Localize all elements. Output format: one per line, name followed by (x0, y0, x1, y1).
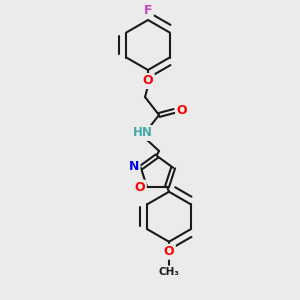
Text: HN: HN (133, 127, 153, 140)
Text: O: O (177, 104, 187, 118)
Text: O: O (164, 245, 174, 258)
Text: N: N (129, 160, 139, 173)
Text: O: O (135, 181, 145, 194)
Text: O: O (143, 74, 153, 88)
Text: CH₃: CH₃ (158, 267, 179, 277)
Text: F: F (144, 4, 152, 17)
